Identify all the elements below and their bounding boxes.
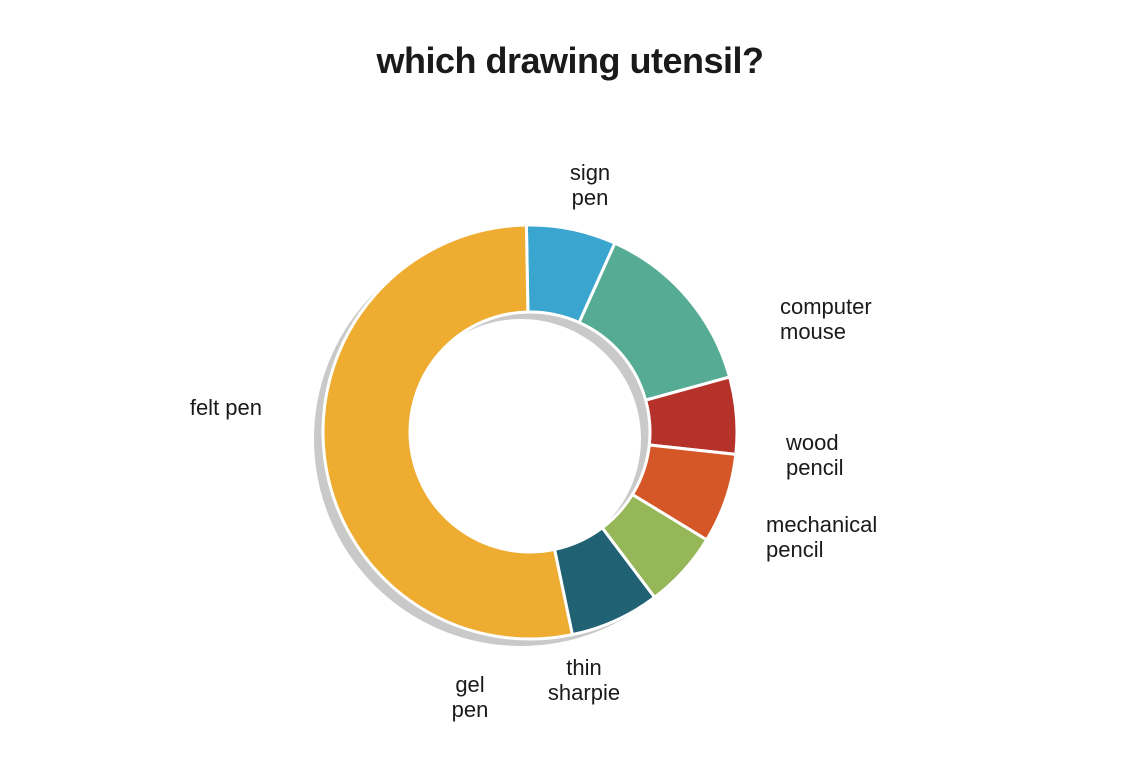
slice-label-2: wood pencil	[786, 430, 843, 481]
slice-label-0: sign pen	[490, 160, 690, 211]
slice-label-1: computer mouse	[780, 294, 872, 345]
slice-label-3: mechanical pencil	[766, 512, 877, 563]
slice-label-5: gel pen	[370, 672, 570, 723]
slice-label-6: felt pen	[62, 395, 262, 420]
donut-chart	[0, 0, 1140, 765]
